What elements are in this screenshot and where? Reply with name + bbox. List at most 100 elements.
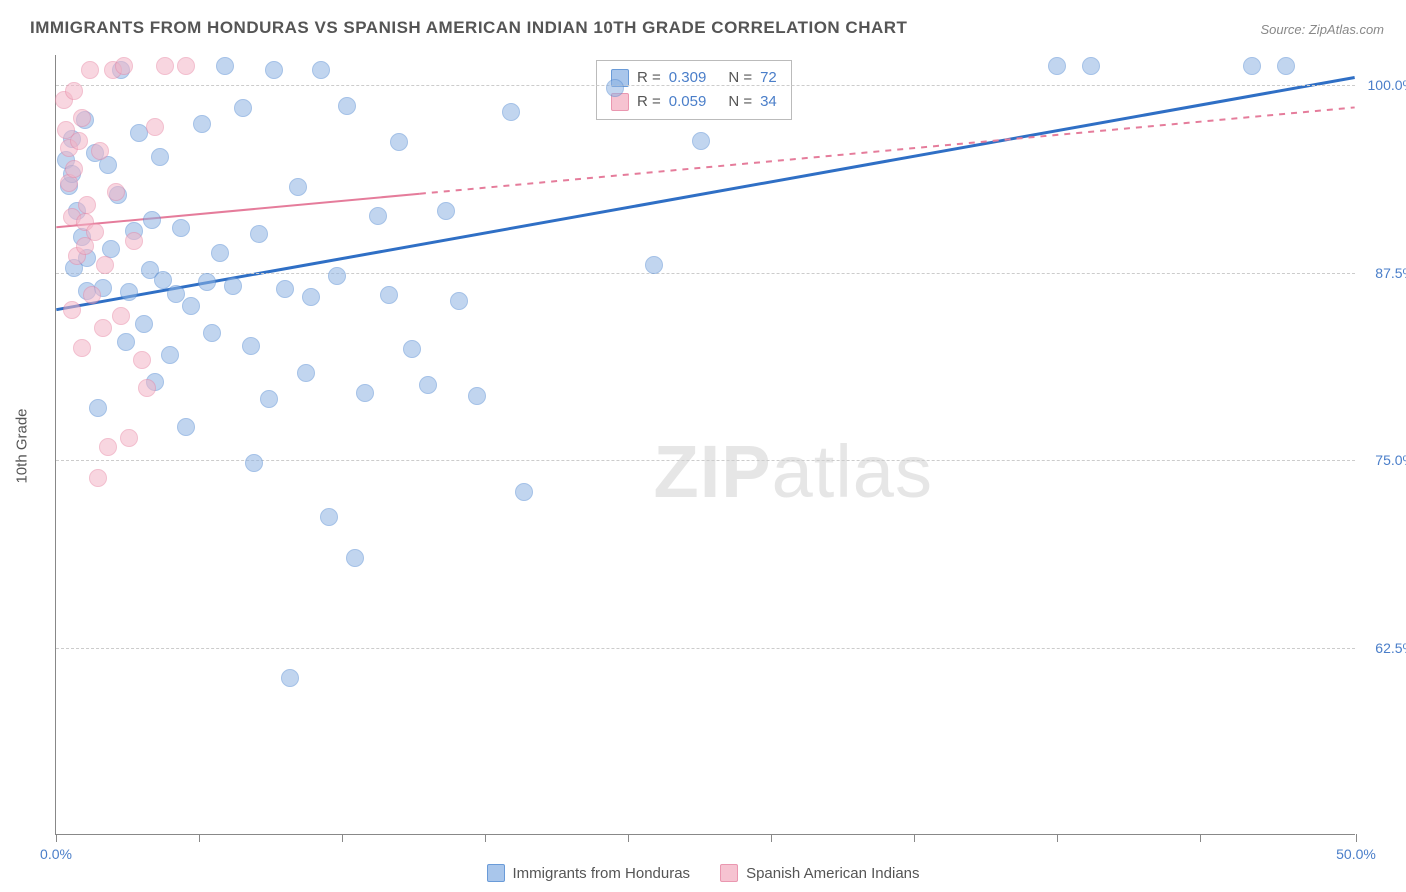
source-credit: Source: ZipAtlas.com [1260,22,1384,37]
scatter-point [328,267,346,285]
scatter-point [91,142,109,160]
scatter-point [182,297,200,315]
scatter-point [89,399,107,417]
scatter-point [81,61,99,79]
y-tick-label: 87.5% [1360,265,1406,281]
scatter-point [96,256,114,274]
scatter-point [70,132,88,150]
scatter-point [606,79,624,97]
y-axis-label: 10th Grade [14,408,31,483]
scatter-point [63,301,81,319]
scatter-point [338,97,356,115]
scatter-point [692,132,710,150]
scatter-point [380,286,398,304]
legend-row: R =0.059N =34 [611,90,777,114]
scatter-point [83,286,101,304]
trendline-dashed [420,107,1355,193]
scatter-point [369,207,387,225]
bottom-legend-item: Immigrants from Honduras [487,864,691,882]
scatter-point [1277,57,1295,75]
x-tick [342,834,343,842]
scatter-point [245,454,263,472]
x-tick [628,834,629,842]
scatter-point [468,387,486,405]
scatter-point [211,244,229,262]
legend-swatch-icon [487,864,505,882]
legend-r-value: 0.059 [669,90,707,114]
legend-swatch-icon [720,864,738,882]
scatter-point [216,57,234,75]
scatter-point [242,337,260,355]
gridline-horizontal [56,648,1355,649]
y-tick-label: 62.5% [1360,640,1406,656]
legend-n-label: N = [728,66,752,90]
gridline-horizontal [56,85,1355,86]
scatter-point [143,211,161,229]
scatter-point [645,256,663,274]
scatter-point [1048,57,1066,75]
x-tick [56,834,57,842]
scatter-point [234,99,252,117]
scatter-point [94,319,112,337]
x-tick [1057,834,1058,842]
scatter-point [515,483,533,501]
bottom-legend: Immigrants from Honduras Spanish American… [0,864,1406,882]
scatter-point [115,57,133,75]
legend-row: R =0.309N =72 [611,66,777,90]
x-tick [914,834,915,842]
scatter-point [78,196,96,214]
scatter-point [167,285,185,303]
scatter-point [120,429,138,447]
scatter-point [135,315,153,333]
scatter-point [177,418,195,436]
legend-r-label: R = [637,66,661,90]
scatter-point [1082,57,1100,75]
scatter-point [346,549,364,567]
scatter-point [276,280,294,298]
x-tick-label: 50.0% [1336,846,1376,862]
scatter-point [107,183,125,201]
scatter-point [193,115,211,133]
scatter-point [390,133,408,151]
scatter-point [102,240,120,258]
scatter-point [65,82,83,100]
scatter-point [302,288,320,306]
legend-n-label: N = [728,90,752,114]
scatter-point [177,57,195,75]
watermark-strong: ZIP [654,430,772,513]
scatter-point [65,160,83,178]
x-tick [485,834,486,842]
legend-n-value: 34 [760,90,777,114]
scatter-point [502,103,520,121]
scatter-point [203,324,221,342]
x-tick [771,834,772,842]
scatter-point [198,273,216,291]
scatter-point [312,61,330,79]
scatter-point [73,109,91,127]
scatter-point [320,508,338,526]
legend-r-value: 0.309 [669,66,707,90]
scatter-point [117,333,135,351]
x-tick [1356,834,1357,842]
scatter-point [156,57,174,75]
x-tick [1200,834,1201,842]
chart-title: IMMIGRANTS FROM HONDURAS VS SPANISH AMER… [30,18,907,38]
scatter-point [172,219,190,237]
bottom-legend-label: Immigrants from Honduras [513,865,691,882]
scatter-point [138,379,156,397]
scatter-point [403,340,421,358]
x-tick [199,834,200,842]
bottom-legend-label: Spanish American Indians [746,865,919,882]
scatter-point [260,390,278,408]
scatter-point [120,283,138,301]
scatter-point [450,292,468,310]
scatter-point [86,223,104,241]
scatter-point [1243,57,1261,75]
gridline-horizontal [56,273,1355,274]
scatter-point [125,232,143,250]
scatter-point [297,364,315,382]
scatter-point [281,669,299,687]
watermark: ZIPatlas [654,429,933,514]
watermark-light: atlas [772,430,933,513]
scatter-point [89,469,107,487]
